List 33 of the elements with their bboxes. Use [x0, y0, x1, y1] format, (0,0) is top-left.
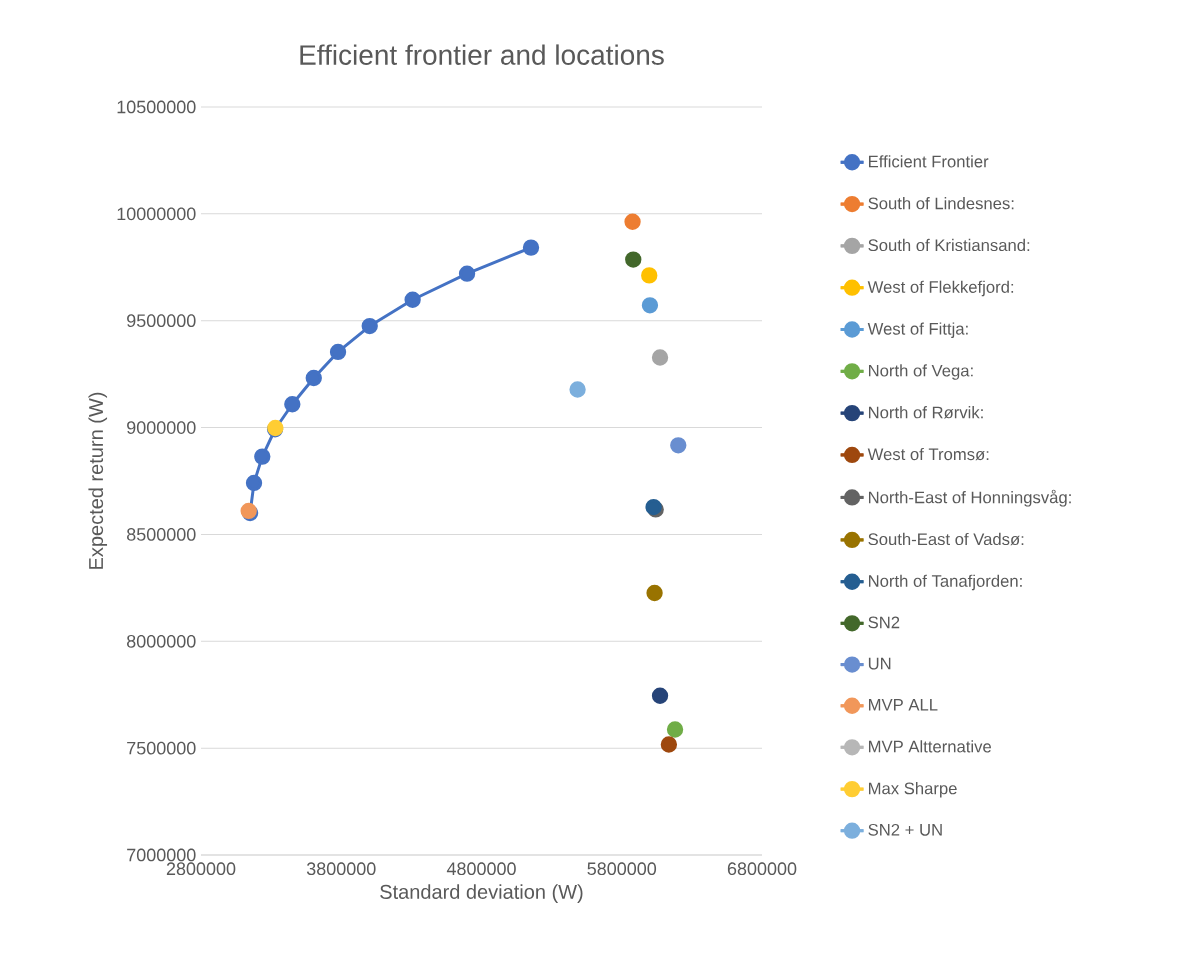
legend-label: South of Kristiansand:	[868, 238, 1030, 252]
y-axis-title: Expected return (W)	[88, 392, 108, 569]
legend-label: Max Sharpe	[868, 782, 957, 798]
y-tick-label: 9000000	[127, 421, 196, 434]
y-tick-label: 8500000	[126, 528, 196, 541]
y-tick-label: 8000000	[126, 634, 196, 648]
y-tick-label: 10000000	[117, 207, 196, 221]
y-tick-label: 7500000	[127, 741, 196, 755]
legend-label: North of Vega:	[868, 364, 973, 380]
legend-label: North of Rørvik:	[868, 406, 983, 419]
legend-label: West of Tromsø:	[867, 447, 989, 461]
legend-label: UN	[868, 657, 891, 670]
legend-label: West of Fittja:	[867, 322, 968, 339]
y-tick-label: 9500000	[127, 314, 196, 328]
x-tick-label: 6800000	[727, 862, 797, 876]
y-tick-label: 10500000	[117, 100, 196, 114]
x-tick-label: 2800000	[166, 862, 236, 876]
legend-label: MVP ALL	[868, 699, 938, 711]
legend-label: MVP Altternative	[868, 740, 991, 753]
legend-label: SN2 + UN	[868, 823, 942, 836]
legend-label: Efficient Frontier	[868, 155, 989, 168]
legend-label: South-East of Vadsø:	[868, 532, 1024, 546]
y-tick-label: 7000000	[127, 848, 196, 862]
legend-label: West of Flekkefjord:	[867, 280, 1014, 297]
x-axis-title: Standard deviation (W)	[380, 884, 583, 903]
x-tick-label: 5800000	[587, 862, 657, 876]
legend-label: North of Tanafjorden:	[868, 574, 1022, 591]
legend-label: South of Lindesnes:	[868, 197, 1014, 210]
chart-title: Efficient frontier and locations	[300, 44, 664, 65]
legend-label: SN2	[868, 616, 900, 629]
x-tick-label: 4800000	[446, 862, 516, 876]
x-tick-label: 3800000	[306, 862, 376, 876]
legend-label: North-East of Honningsvåg:	[868, 489, 1071, 507]
